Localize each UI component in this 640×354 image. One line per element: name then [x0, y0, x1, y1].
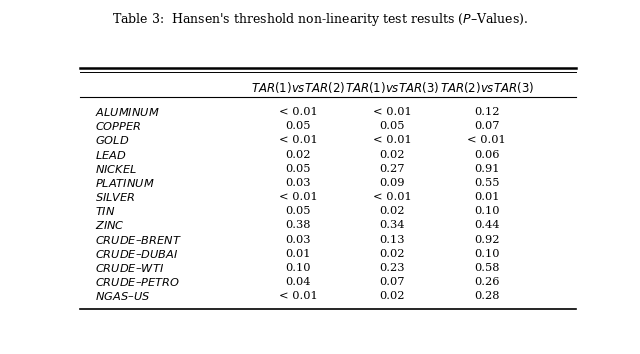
Text: 0.10: 0.10 — [285, 263, 311, 273]
Text: 0.38: 0.38 — [285, 221, 311, 230]
Text: 0.26: 0.26 — [474, 277, 499, 287]
Text: $\mathit{CRUDE–BRENT}$: $\mathit{CRUDE–BRENT}$ — [95, 234, 182, 246]
Text: 0.06: 0.06 — [474, 149, 499, 160]
Text: < 0.01: < 0.01 — [373, 107, 412, 117]
Text: 0.10: 0.10 — [474, 249, 499, 259]
Text: $\mathit{LEAD}$: $\mathit{LEAD}$ — [95, 149, 127, 160]
Text: 0.02: 0.02 — [380, 291, 405, 301]
Text: 0.02: 0.02 — [380, 249, 405, 259]
Text: 0.01: 0.01 — [285, 249, 311, 259]
Text: 0.05: 0.05 — [380, 121, 405, 131]
Text: 0.12: 0.12 — [474, 107, 499, 117]
Text: 0.55: 0.55 — [474, 178, 499, 188]
Text: 0.04: 0.04 — [285, 277, 311, 287]
Text: $\mathit{NICKEL}$: $\mathit{NICKEL}$ — [95, 163, 137, 175]
Text: 0.10: 0.10 — [474, 206, 499, 216]
Text: $\mathit{TIN}$: $\mathit{TIN}$ — [95, 205, 115, 217]
Text: 0.05: 0.05 — [285, 121, 311, 131]
Text: < 0.01: < 0.01 — [467, 135, 506, 145]
Text: < 0.01: < 0.01 — [279, 192, 317, 202]
Text: 0.27: 0.27 — [380, 164, 405, 174]
Text: $\mathit{ALUMINUM}$: $\mathit{ALUMINUM}$ — [95, 106, 159, 118]
Text: $\mathit{SILVER}$: $\mathit{SILVER}$ — [95, 191, 136, 203]
Text: < 0.01: < 0.01 — [279, 135, 317, 145]
Text: 0.03: 0.03 — [285, 235, 311, 245]
Text: 0.05: 0.05 — [285, 206, 311, 216]
Text: 0.58: 0.58 — [474, 263, 499, 273]
Text: 0.07: 0.07 — [380, 277, 405, 287]
Text: $\mathit{COPPER}$: $\mathit{COPPER}$ — [95, 120, 141, 132]
Text: 0.05: 0.05 — [285, 164, 311, 174]
Text: $TAR(1)vsTAR(2)$: $TAR(1)vsTAR(2)$ — [251, 80, 346, 95]
Text: $TAR(2)vsTAR(3)$: $TAR(2)vsTAR(3)$ — [440, 80, 534, 95]
Text: $TAR(1)vsTAR(3)$: $TAR(1)vsTAR(3)$ — [346, 80, 440, 95]
Text: 0.28: 0.28 — [474, 291, 499, 301]
Text: 0.92: 0.92 — [474, 235, 499, 245]
Text: Table 3:  Hansen's threshold non-linearity test results ($P$–Values).: Table 3: Hansen's threshold non-linearit… — [112, 11, 528, 28]
Text: $\mathit{CRUDE–PETRO}$: $\mathit{CRUDE–PETRO}$ — [95, 276, 180, 288]
Text: $\mathit{ZINC}$: $\mathit{ZINC}$ — [95, 219, 125, 232]
Text: $\mathit{PLATINUM}$: $\mathit{PLATINUM}$ — [95, 177, 154, 189]
Text: $\mathit{CRUDE–WTI}$: $\mathit{CRUDE–WTI}$ — [95, 262, 164, 274]
Text: < 0.01: < 0.01 — [373, 192, 412, 202]
Text: $\mathit{NGAS–US}$: $\mathit{NGAS–US}$ — [95, 290, 150, 302]
Text: < 0.01: < 0.01 — [373, 135, 412, 145]
Text: $\mathit{CRUDE–DUBAI}$: $\mathit{CRUDE–DUBAI}$ — [95, 248, 179, 260]
Text: 0.91: 0.91 — [474, 164, 499, 174]
Text: 0.02: 0.02 — [285, 149, 311, 160]
Text: 0.09: 0.09 — [380, 178, 405, 188]
Text: 0.07: 0.07 — [474, 121, 499, 131]
Text: 0.34: 0.34 — [380, 221, 405, 230]
Text: 0.44: 0.44 — [474, 221, 499, 230]
Text: 0.23: 0.23 — [380, 263, 405, 273]
Text: 0.01: 0.01 — [474, 192, 499, 202]
Text: 0.13: 0.13 — [380, 235, 405, 245]
Text: 0.02: 0.02 — [380, 149, 405, 160]
Text: 0.03: 0.03 — [285, 178, 311, 188]
Text: < 0.01: < 0.01 — [279, 107, 317, 117]
Text: 0.02: 0.02 — [380, 206, 405, 216]
Text: $\mathit{GOLD}$: $\mathit{GOLD}$ — [95, 134, 129, 146]
Text: < 0.01: < 0.01 — [279, 291, 317, 301]
